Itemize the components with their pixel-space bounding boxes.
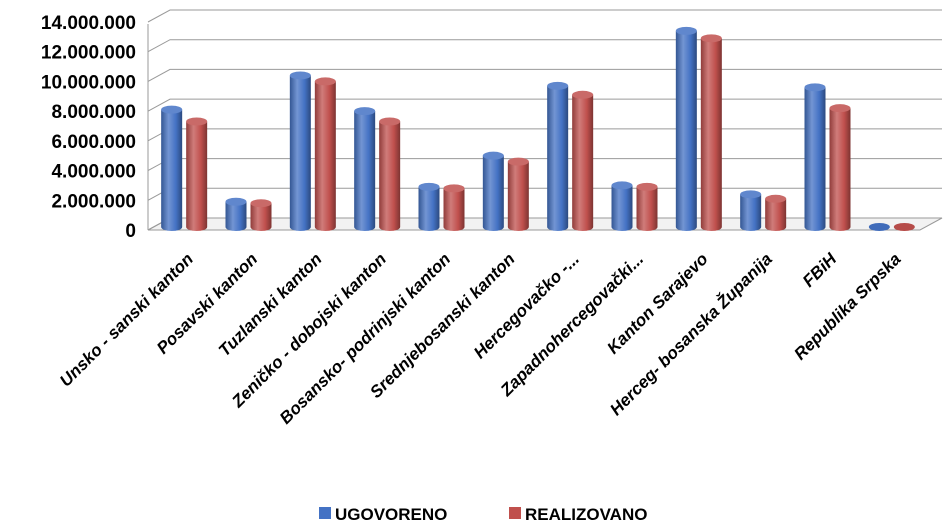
y-tick-label: 12.000.000 <box>41 43 136 64</box>
bar-realizovano-2 <box>314 77 336 232</box>
bar-top <box>161 105 183 114</box>
bar-realizovano-11 <box>893 223 915 231</box>
bar-top <box>572 90 594 99</box>
bar-body <box>547 85 569 231</box>
bar-realizovano-5 <box>507 157 529 231</box>
gridline <box>147 9 942 23</box>
bar-ugovoreno-6 <box>547 81 569 231</box>
bar-top <box>507 157 529 166</box>
bar-top <box>700 34 722 43</box>
bar-realizovano-0 <box>186 117 208 231</box>
bar-ugovoreno-7 <box>611 181 633 231</box>
bar-top <box>314 77 336 86</box>
bar-top <box>829 104 851 113</box>
bar-ugovoreno-0 <box>161 105 183 231</box>
bar-body <box>675 30 697 232</box>
x-tick-label: Unsko - sanski kanton <box>56 249 197 390</box>
gridline <box>147 39 942 53</box>
bar-body <box>765 198 787 231</box>
y-tick-label: 14.000.000 <box>41 13 136 34</box>
bar-body <box>611 185 633 231</box>
legend-swatch <box>319 507 331 519</box>
bar-top <box>443 184 465 193</box>
bar-realizovano-6 <box>572 90 594 232</box>
bar-top <box>225 197 247 206</box>
legend-swatch <box>509 507 521 519</box>
bar-realizovano-9 <box>765 194 787 231</box>
bar-top <box>636 182 658 191</box>
y-tick-label: 8.000.000 <box>51 102 136 123</box>
bar-realizovano-3 <box>379 117 401 231</box>
bar-ugovoreno-8 <box>675 26 697 232</box>
bar-body <box>161 109 183 231</box>
x-tick-label: FBiH <box>799 249 841 291</box>
bar-ugovoreno-3 <box>354 107 376 231</box>
y-tick-label: 10.000.000 <box>41 72 136 93</box>
bar-body <box>636 186 658 231</box>
bar-top <box>186 117 208 126</box>
bar-ugovoreno-2 <box>289 71 311 231</box>
bar-top <box>354 107 376 116</box>
bar-body <box>700 38 722 231</box>
y-tick-label: 0 <box>125 221 136 242</box>
bar-body <box>829 108 851 231</box>
bar-ugovoreno-5 <box>482 151 504 231</box>
bar-realizovano-8 <box>700 34 722 231</box>
bar-body <box>354 111 376 231</box>
bar-ugovoreno-9 <box>740 190 762 231</box>
bar-realizovano-1 <box>250 199 272 231</box>
legend-label: UGOVORENO <box>335 505 447 524</box>
bar-body <box>314 81 336 232</box>
x-tick-label: Republika Srpska <box>790 249 904 363</box>
bar-body <box>225 201 247 231</box>
bar-ugovoreno-10 <box>804 83 826 231</box>
bar-top <box>289 71 311 80</box>
gridline <box>147 68 942 82</box>
bar-top <box>379 117 401 126</box>
bar-body <box>186 121 208 231</box>
legend-item-realizovano: REALIZOVANO <box>509 505 647 524</box>
bar-top <box>765 194 787 203</box>
bar-top <box>675 26 697 35</box>
bar-body <box>572 94 594 232</box>
bar-top <box>611 181 633 190</box>
bar-realizovano-7 <box>636 182 658 231</box>
bar-body <box>289 75 311 231</box>
bar-body <box>250 203 272 231</box>
bars <box>161 26 915 232</box>
legend-label: REALIZOVANO <box>525 505 647 524</box>
bar-top <box>250 199 272 208</box>
bar-ugovoreno-11 <box>868 223 890 231</box>
y-tick-label: 4.000.000 <box>51 162 136 183</box>
bar-top <box>482 151 504 160</box>
bar-top <box>804 83 826 92</box>
bar-realizovano-10 <box>829 104 851 231</box>
bar-top <box>547 81 569 90</box>
y-axis-ticks: 0 2.000.000 4.000.000 6.000.000 8.000.000 10.… <box>41 13 136 242</box>
bar-body <box>740 194 762 231</box>
bar-top <box>740 190 762 199</box>
y-tick-label: 2.000.000 <box>51 191 136 212</box>
bar-top <box>868 223 890 231</box>
legend-item-ugovoreno: UGOVORENO <box>319 505 447 524</box>
legend: UGOVORENO REALIZOVANO <box>319 505 647 524</box>
bar-body <box>443 188 465 231</box>
bar-body <box>482 155 504 231</box>
bar-body <box>418 186 440 231</box>
y-tick-label: 6.000.000 <box>51 132 136 153</box>
bar-body <box>379 121 401 231</box>
bar-ugovoreno-4 <box>418 182 440 231</box>
bar-body <box>507 161 529 231</box>
bar-top <box>418 182 440 191</box>
bar-realizovano-4 <box>443 184 465 231</box>
bar-top <box>893 223 915 231</box>
bar-ugovoreno-1 <box>225 197 247 231</box>
bar-body <box>804 87 826 231</box>
